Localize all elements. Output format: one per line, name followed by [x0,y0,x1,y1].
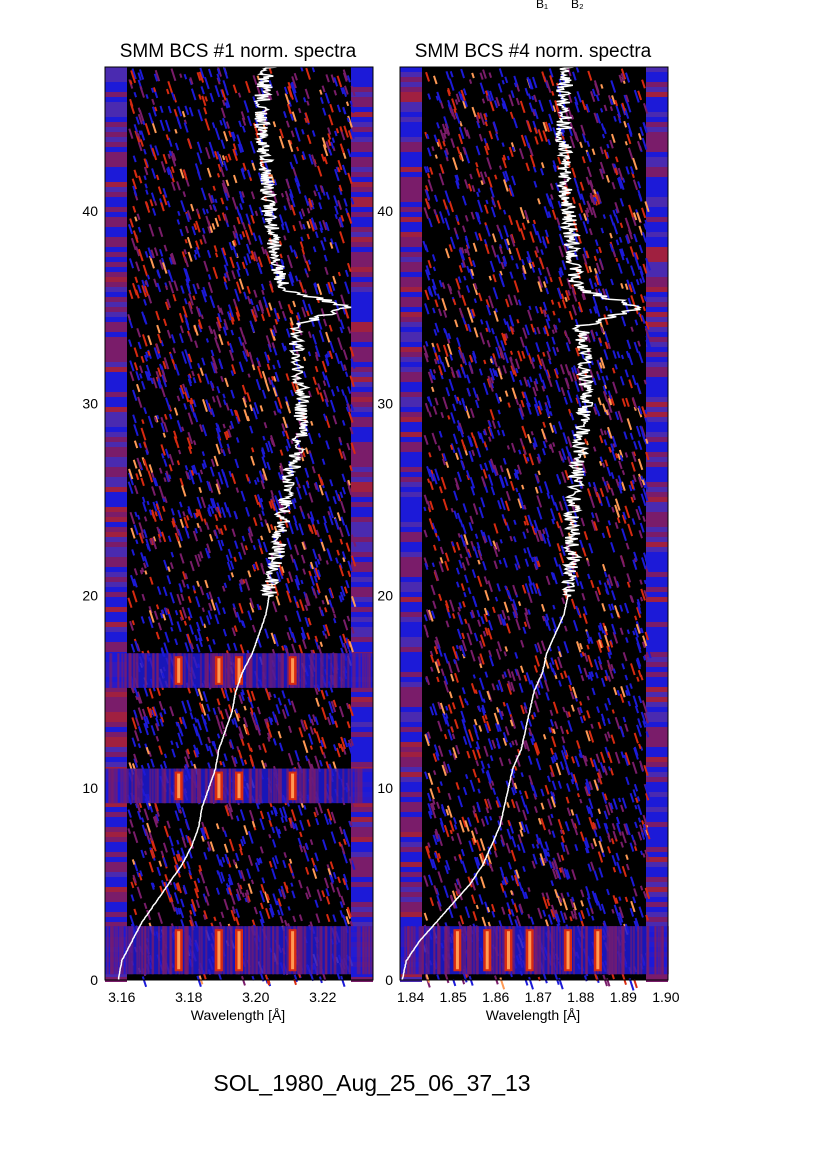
marker-b1: B₁ [536,0,548,11]
marker-b2: B₂ [571,0,584,11]
x-tick-label: 1.87 [525,989,552,1005]
panel-bcs1-title: SMM BCS #1 norm. spectra [120,41,357,62]
y-tick-label: 40 [82,203,98,219]
x-tick-label: 3.20 [242,989,269,1005]
x-tick-label: 1.88 [567,989,594,1005]
panel-bcs4-title: SMM BCS #4 norm. spectra [415,41,652,62]
x-tick-label: 3.22 [309,989,336,1005]
x-tick-label: 1.89 [610,989,637,1005]
panel-bcs1-lightcurve [117,66,352,981]
panel-bcs1: SMM BCS #1 norm. spectra 3.16 3.18 3.20 3.2… [82,41,374,1023]
y-tick-label: 10 [82,780,98,796]
panel-bcs1-frame [104,66,374,981]
y-tick-label: 30 [377,395,393,411]
panel-bcs4-frame [399,66,669,981]
event-id: SOL_1980_Aug_25_06_37_13 [213,1070,530,1096]
y-tick-label: 20 [377,588,393,604]
y-tick-label: 0 [385,972,393,988]
x-tick-label: 1.90 [652,989,679,1005]
y-tick-label: 0 [90,972,98,988]
panel-bcs4-xlabel: Wavelength [Å] [486,1007,580,1023]
panel-bcs1-heatmap [105,66,373,988]
panel-bcs1-xlabel: Wavelength [Å] [191,1007,285,1023]
panel-bcs4-ticks: 1.84 1.85 1.86 1.87 1.88 1.89 1.90 0 10 20 30 40 [377,203,679,1005]
y-tick-label: 40 [377,203,393,219]
panel-bcs4-lightcurve [401,66,642,981]
panel-bcs4-heatmap [400,66,669,991]
y-tick-label: 30 [82,395,98,411]
panel-bcs4: SMM BCS #4 norm. spectra 1.84 1.85 1.86 1.8… [377,41,679,1023]
y-tick-label: 10 [377,780,393,796]
x-tick-label: 1.84 [397,989,424,1005]
y-tick-label: 20 [82,588,98,604]
x-tick-label: 1.85 [440,989,467,1005]
panel-bcs1-ticks: 3.16 3.18 3.20 3.22 0 10 20 30 40 [82,203,336,1005]
x-tick-label: 3.16 [108,989,135,1005]
x-tick-label: 3.18 [175,989,202,1005]
x-tick-label: 1.86 [482,989,509,1005]
